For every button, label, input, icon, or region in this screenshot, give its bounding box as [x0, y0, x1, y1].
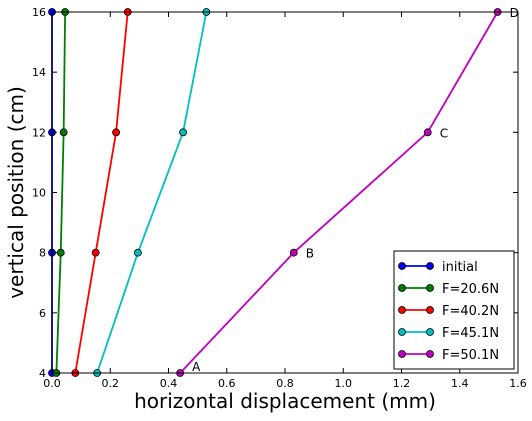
annotation-label: B — [306, 247, 314, 261]
y-tick-label: 4 — [39, 367, 46, 380]
series-3 — [93, 8, 211, 377]
legend-item: F=45.1N — [398, 326, 499, 341]
legend-marker — [426, 262, 434, 270]
legend-marker — [398, 350, 406, 358]
plot-area — [48, 8, 502, 377]
x-tick-label: 1.6 — [509, 377, 527, 390]
legend-label: F=40.2N — [442, 304, 499, 319]
y-tick-label: 12 — [32, 126, 46, 139]
x-tick-label: 1.2 — [393, 377, 411, 390]
series-line — [55, 11, 67, 374]
annotation-label: C — [440, 126, 448, 140]
legend-label: F=50.1N — [442, 348, 499, 363]
annotation-label: A — [192, 360, 201, 374]
annotation-label: D — [510, 6, 519, 20]
x-tick-label: 0.2 — [102, 377, 120, 390]
x-tick-label: 0.4 — [160, 377, 178, 390]
x-axis-label: horizontal displacement (mm) — [134, 389, 436, 413]
legend-label: initial — [442, 260, 478, 275]
legend-marker — [426, 350, 434, 358]
legend-marker — [426, 328, 434, 336]
y-tick-label: 16 — [32, 6, 46, 19]
legend: initial F=20.6N F=40.2N F=45.1N F=50.1N — [393, 250, 515, 370]
series-line — [74, 11, 129, 374]
x-tick-label: 0.0 — [43, 377, 61, 390]
x-tick-label: 1.4 — [451, 377, 469, 390]
x-tick-label: 1.0 — [335, 377, 353, 390]
legend-marker — [398, 328, 406, 336]
series-1 — [52, 8, 70, 377]
legend-marker — [398, 284, 406, 292]
data-point — [112, 128, 120, 137]
data-point — [289, 248, 298, 257]
x-tick-label: 0.6 — [218, 377, 236, 390]
y-axis-label: vertical position (cm) — [4, 86, 28, 299]
point-annotations: A B C D — [192, 6, 519, 374]
data-point — [91, 248, 100, 257]
data-point — [56, 248, 65, 257]
data-point — [179, 128, 187, 137]
x-tick-label: 0.8 — [276, 377, 294, 390]
series-line — [179, 11, 499, 374]
legend-label: F=20.6N — [442, 282, 499, 297]
axis-ticks: 0.0 0.2 0.4 0.6 0.8 1.0 1.2 1.4 1.6 4 6 8 10 12 14 16 — [32, 6, 527, 390]
legend-item: F=20.6N — [398, 282, 499, 297]
y-tick-label: 10 — [32, 187, 46, 200]
series-line — [96, 11, 208, 374]
legend-item: F=50.1N — [398, 348, 499, 363]
legend-marker — [398, 306, 406, 314]
data-point — [59, 128, 68, 137]
legend-marker — [398, 262, 406, 270]
series-2 — [71, 8, 132, 377]
series-4 — [176, 8, 502, 377]
legend-marker — [426, 306, 434, 314]
y-tick-label: 8 — [39, 247, 46, 260]
legend-marker — [426, 284, 434, 292]
data-point — [134, 248, 142, 257]
legend-item: initial — [398, 260, 478, 275]
y-tick-label: 14 — [32, 66, 46, 79]
y-tick-label: 6 — [39, 307, 46, 320]
legend-label: F=45.1N — [442, 326, 499, 341]
legend-item: F=40.2N — [398, 304, 499, 319]
data-point — [423, 128, 432, 137]
